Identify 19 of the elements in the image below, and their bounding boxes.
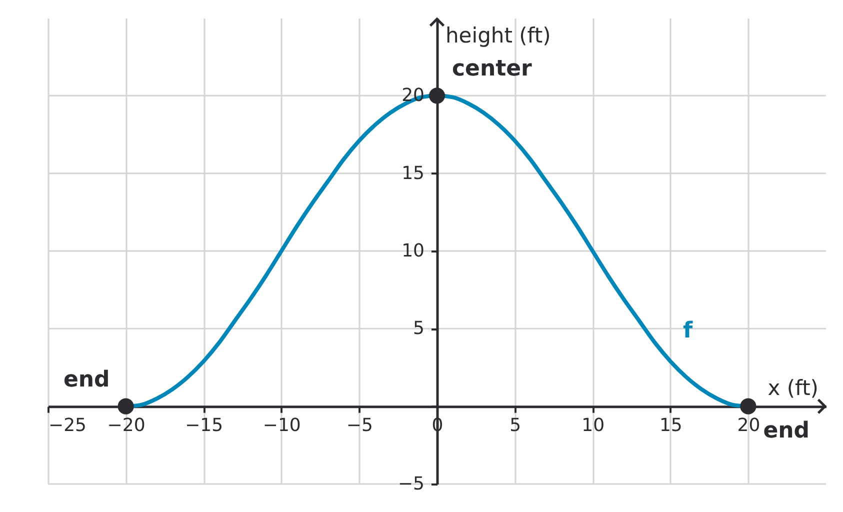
x-tick-label: 15 bbox=[659, 414, 682, 436]
x-tick-label: 10 bbox=[582, 414, 605, 436]
y-tick-label: 15 bbox=[402, 162, 424, 184]
annotation: center bbox=[452, 56, 532, 82]
annotation: end bbox=[63, 367, 110, 392]
x-tick-label: 5 bbox=[510, 414, 522, 436]
series-label: f bbox=[683, 318, 694, 344]
x-tick-label: −5 bbox=[346, 414, 373, 436]
x-tick-label: −10 bbox=[262, 414, 301, 436]
x-tick-label: −20 bbox=[107, 414, 146, 436]
x-axis-title: x (ft) bbox=[768, 376, 818, 400]
y-tick-label: −5 bbox=[398, 474, 424, 494]
annotation: end bbox=[763, 418, 810, 444]
y-tick-label: 5 bbox=[413, 318, 424, 340]
y-tick-label: 10 bbox=[402, 240, 424, 262]
y-axis-title: height (ft) bbox=[446, 24, 551, 48]
x-tick-label: 20 bbox=[737, 414, 760, 436]
x-tick-label: −25 bbox=[48, 414, 86, 436]
x-tick-label: −15 bbox=[185, 414, 224, 436]
